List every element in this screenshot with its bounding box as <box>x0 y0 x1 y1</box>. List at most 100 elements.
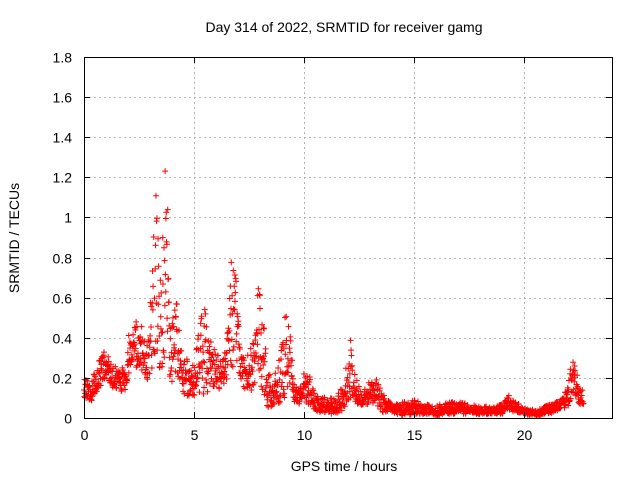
data-point <box>220 380 227 387</box>
data-point <box>264 396 271 403</box>
data-point <box>92 373 99 380</box>
data-point <box>350 379 357 386</box>
data-point <box>133 318 140 325</box>
data-point <box>207 338 214 345</box>
data-point <box>124 362 131 369</box>
data-point <box>574 372 581 379</box>
data-point <box>578 397 585 404</box>
data-point <box>271 400 278 407</box>
data-point <box>231 272 238 279</box>
data-point <box>260 325 267 332</box>
data-point <box>265 403 272 410</box>
data-point <box>450 400 457 407</box>
data-point <box>152 265 159 272</box>
data-point <box>125 369 132 376</box>
data-point <box>198 313 205 320</box>
data-point <box>252 350 259 357</box>
data-point <box>154 338 161 344</box>
data-point <box>286 379 293 386</box>
data-point <box>351 392 358 399</box>
y-tick-label: 1.4 <box>53 130 73 146</box>
data-point <box>148 364 155 371</box>
data-point <box>173 301 180 308</box>
data-point <box>258 383 265 390</box>
plot-frame <box>84 57 613 419</box>
data-point <box>177 364 184 371</box>
data-point <box>236 345 243 352</box>
data-point <box>97 382 104 389</box>
data-point <box>266 371 273 378</box>
data-point <box>80 386 87 393</box>
data-point <box>351 371 358 378</box>
data-point <box>166 354 173 361</box>
data-point <box>203 376 210 383</box>
data-point <box>347 363 354 370</box>
data-point <box>138 323 145 330</box>
data-point <box>132 345 139 352</box>
data-point <box>227 357 234 364</box>
data-point <box>205 368 212 375</box>
data-point <box>240 357 247 364</box>
data-point <box>137 333 144 340</box>
data-point <box>375 381 382 388</box>
data-point <box>162 168 169 175</box>
data-point <box>231 298 238 305</box>
data-point <box>141 359 148 366</box>
y-tick-label: 1.2 <box>53 170 73 186</box>
data-point <box>146 344 153 351</box>
data-point <box>248 364 255 371</box>
data-point <box>281 394 288 401</box>
data-point <box>201 384 208 391</box>
data-point <box>169 356 176 363</box>
data-point <box>190 391 197 398</box>
data-point <box>262 388 269 395</box>
data-point <box>226 327 233 334</box>
data-point <box>159 329 166 336</box>
data-point <box>187 386 194 393</box>
data-point <box>348 347 355 354</box>
data-point <box>208 365 215 372</box>
data-point <box>223 350 230 357</box>
data-point <box>233 330 240 337</box>
axis-ticks <box>84 57 612 419</box>
data-point <box>305 381 312 388</box>
data-point <box>154 323 161 330</box>
data-point <box>130 331 137 338</box>
data-point <box>135 334 142 341</box>
data-point <box>212 371 219 378</box>
data-point <box>101 375 108 382</box>
data-points <box>80 168 587 419</box>
data-point <box>258 329 265 336</box>
data-point <box>272 370 279 377</box>
data-point <box>568 376 575 383</box>
data-point <box>249 368 256 375</box>
data-point <box>247 371 254 378</box>
data-point <box>133 364 140 371</box>
data-point <box>172 347 179 354</box>
data-point <box>146 352 153 359</box>
data-point <box>168 365 175 372</box>
data-point <box>344 374 351 381</box>
data-point <box>380 392 387 399</box>
data-point <box>203 379 210 386</box>
data-point <box>365 398 372 405</box>
data-point <box>405 399 412 406</box>
data-point <box>284 355 291 362</box>
data-point <box>180 380 187 387</box>
data-point <box>167 371 174 378</box>
data-point <box>165 275 172 282</box>
data-point <box>200 390 207 397</box>
data-point <box>257 365 264 372</box>
data-point <box>357 388 364 395</box>
x-tick-label: 0 <box>81 427 89 443</box>
data-point <box>200 349 207 356</box>
data-point <box>206 343 213 350</box>
data-point <box>149 306 156 313</box>
data-point <box>167 335 174 342</box>
data-point <box>368 379 375 386</box>
data-point <box>425 401 432 408</box>
data-point <box>192 383 199 390</box>
data-point <box>161 302 168 309</box>
data-point <box>272 389 279 396</box>
data-point <box>249 340 256 347</box>
